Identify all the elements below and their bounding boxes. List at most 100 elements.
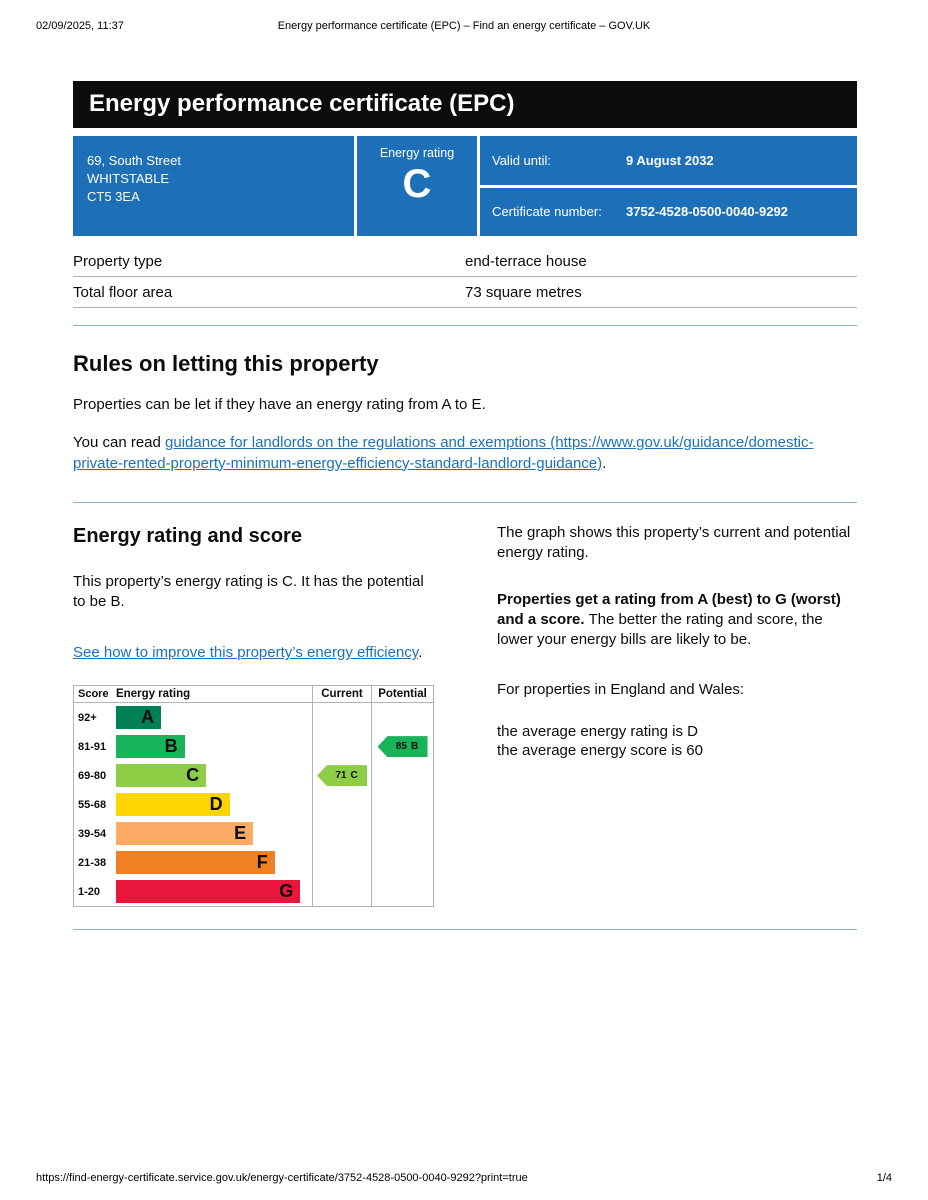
certificate-number-value: 3752-4528-0500-0040-9292 — [626, 204, 788, 220]
address-line-2: WHITSTABLE — [87, 171, 170, 187]
property-type-value: end-terrace house — [465, 253, 587, 270]
epc-band-row: 1-20 G — [74, 877, 433, 907]
table-row: Total floor area 73 square metres — [73, 277, 857, 308]
valid-until-label: Valid until: — [492, 152, 552, 168]
potential-cell — [371, 848, 433, 878]
table-row: Property type end-terrace house — [73, 246, 857, 277]
section-divider — [73, 325, 857, 326]
landlord-guidance-link[interactable]: guidance for landlords on the regulation… — [73, 434, 814, 472]
epc-rating-chart: Score Energy rating Current Potential 92+ A 81… — [73, 685, 434, 908]
valid-until-row: Valid until: 9 August 2032 — [480, 136, 857, 185]
epc-band-row: 81-91 B 85 B — [74, 732, 433, 762]
print-page-number: 1/4 — [876, 1172, 892, 1184]
guidance-paragraph: You can read guidance for landlords on t… — [73, 433, 857, 474]
potential-cell — [371, 790, 433, 820]
rules-paragraph: Properties can be let if they have an en… — [73, 396, 486, 413]
potential-cell: 85 B — [371, 732, 433, 762]
certificate-content: Energy performance certificate (EPC) 69,… — [73, 81, 857, 931]
band-score-range: 1-20 — [78, 885, 101, 898]
epc-band-row: 39-54 E — [74, 819, 433, 849]
potential-cell — [371, 703, 433, 733]
band-bar-cell: F — [116, 848, 312, 877]
band-bar-cell: A — [116, 703, 312, 732]
address-line-3: CT5 3EA — [87, 189, 140, 205]
print-footer: https://find-energy-certificate.service.… — [36, 1172, 892, 1184]
graph-explainer: The graph shows this property’s current … — [497, 523, 851, 561]
improve-paragraph: See how to improve this property’s energ… — [73, 643, 434, 663]
print-page-title: Energy performance certificate (EPC) – F… — [277, 20, 651, 32]
rating-column-header: Energy rating — [116, 688, 191, 701]
band-score-range: 21-38 — [78, 856, 107, 869]
band-score-range: 81-91 — [78, 740, 107, 753]
current-cell — [312, 877, 371, 907]
england-wales-intro: For properties in England and Wales: — [497, 680, 745, 698]
current-cell — [312, 819, 371, 849]
print-header: 02/09/2025, 11:37 Energy performance cer… — [36, 20, 892, 32]
band-bar-cell: B — [116, 732, 312, 761]
potential-column-header: Potential — [371, 686, 433, 703]
print-footer-url: https://find-energy-certificate.service.… — [36, 1172, 528, 1184]
rating-scale-paragraph: Properties get a rating from A (best) to… — [497, 590, 857, 649]
print-datetime: 02/09/2025, 11:37 — [36, 20, 124, 32]
band-score-range: 69-80 — [78, 769, 107, 782]
potential-cell — [371, 761, 433, 791]
rating-right-column: The graph shows this property’s current … — [497, 523, 857, 907]
current-rating-marker-letter: C — [350, 770, 358, 782]
certificate-meta: Valid until: 9 August 2032 Certificate n… — [480, 136, 857, 236]
certificate-title-banner: Energy performance certificate (EPC) — [73, 81, 857, 128]
property-type-label: Property type — [73, 253, 163, 270]
potential-rating-marker-value: 85 — [395, 741, 407, 753]
band-bar-E: E — [116, 822, 254, 846]
current-rating-marker-value: 71 — [335, 770, 347, 782]
epc-chart-header: Score Energy rating Current Potential — [74, 686, 433, 704]
band-bar-cell: G — [116, 877, 312, 906]
property-address: 69, South Street WHITSTABLE CT5 3EA — [73, 136, 354, 236]
band-bar-B: B — [116, 735, 185, 759]
band-score-range: 55-68 — [78, 798, 107, 811]
floor-area-value: 73 square metres — [465, 284, 582, 301]
band-bar-cell: E — [116, 819, 312, 848]
band-bar-A: A — [116, 706, 162, 730]
band-score-range: 39-54 — [78, 827, 107, 840]
band-bar-C: C — [116, 764, 207, 788]
current-cell — [312, 848, 371, 878]
improve-suffix: . — [418, 644, 423, 662]
current-cell — [312, 703, 371, 733]
band-bar-F: F — [116, 851, 275, 875]
certificate-summary: 69, South Street WHITSTABLE CT5 3EA Ener… — [73, 136, 857, 236]
guidance-prefix: You can read — [73, 434, 166, 452]
rules-heading: Rules on letting this property — [73, 351, 379, 376]
potential-cell — [371, 877, 433, 907]
epc-band-row: 55-68 D — [74, 790, 433, 820]
current-cell — [312, 790, 371, 820]
energy-rating-box: Energy rating C — [357, 136, 477, 236]
average-score-line: the average energy score is 60 — [497, 742, 703, 760]
floor-area-label: Total floor area — [73, 284, 173, 301]
improve-efficiency-link[interactable]: See how to improve this property’s energ… — [73, 644, 419, 662]
certificate-number-label: Certificate number: — [492, 204, 602, 220]
guidance-suffix: . — [602, 454, 607, 472]
section-divider — [73, 501, 857, 503]
average-rating-lines: the average energy rating is D the averag… — [497, 722, 857, 762]
rating-left-column: Energy rating and score This property’s … — [73, 523, 434, 908]
potential-cell — [371, 819, 433, 849]
band-score-range: 92+ — [78, 711, 97, 724]
band-bar-cell: C — [116, 761, 312, 790]
epc-band-row: 21-38 F — [74, 848, 433, 878]
score-column-header: Score — [78, 688, 109, 701]
property-details-table: Property type end-terrace house Total fl… — [73, 246, 857, 308]
rating-heading: Energy rating and score — [73, 524, 302, 547]
section-divider — [73, 929, 857, 931]
energy-rating-letter: C — [402, 162, 432, 206]
rating-scale-bold: Properties get a rating from A (best) to… — [497, 591, 841, 629]
current-column-header: Current — [312, 686, 371, 703]
current-cell: 71 C — [312, 761, 371, 791]
address-line-1: 69, South Street — [87, 153, 181, 168]
potential-rating-marker: 85 B — [377, 736, 428, 758]
current-rating-marker: 71 C — [317, 765, 367, 787]
energy-rating-label: Energy rating — [379, 146, 455, 160]
rating-summary-paragraph: This property’s energy rating is C. It h… — [73, 572, 424, 610]
epc-band-row: 69-80 C 71 C — [74, 761, 433, 791]
band-bar-D: D — [116, 793, 230, 817]
